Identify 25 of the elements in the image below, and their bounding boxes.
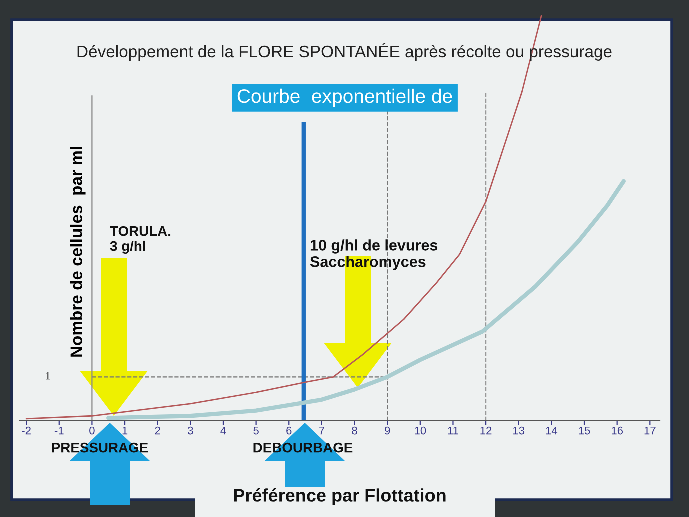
x-tick-label: -1 [54, 426, 64, 435]
x-tick-label: 8 [352, 426, 358, 435]
x-tick-label: 13 [514, 426, 525, 435]
x-tick-label: 2 [155, 426, 160, 435]
x-tick-label: 10 [415, 426, 426, 435]
x-tick-label: -2 [22, 426, 31, 435]
annotation: 1 [46, 372, 50, 380]
x-tick-label: 1 [122, 426, 128, 435]
x-tick-label: 0 [90, 426, 95, 435]
x-tick-label: 3 [188, 426, 194, 435]
x-tick-label: 5 [254, 426, 259, 435]
x-tick-label: 6 [286, 426, 292, 435]
x-tick-label: 4 [220, 426, 226, 435]
x-tick-label: 11 [448, 426, 458, 435]
x-tick-label: 17 [644, 426, 656, 435]
x-tick-label: 15 [579, 426, 590, 435]
annotation: TORULA. 3 g/hl [110, 226, 171, 254]
text: Courbe exponentielle de [238, 88, 452, 108]
x-tick-label: 7 [319, 426, 324, 435]
x-tick-label: 9 [385, 426, 390, 435]
x-tick-label: 12 [480, 426, 492, 435]
x-tick-label: 16 [612, 426, 624, 435]
x-tick-label: 14 [546, 426, 558, 435]
text: Préférence par Flottation [234, 488, 446, 506]
y-axis-title: Nombre de cellules par ml [70, 147, 86, 357]
